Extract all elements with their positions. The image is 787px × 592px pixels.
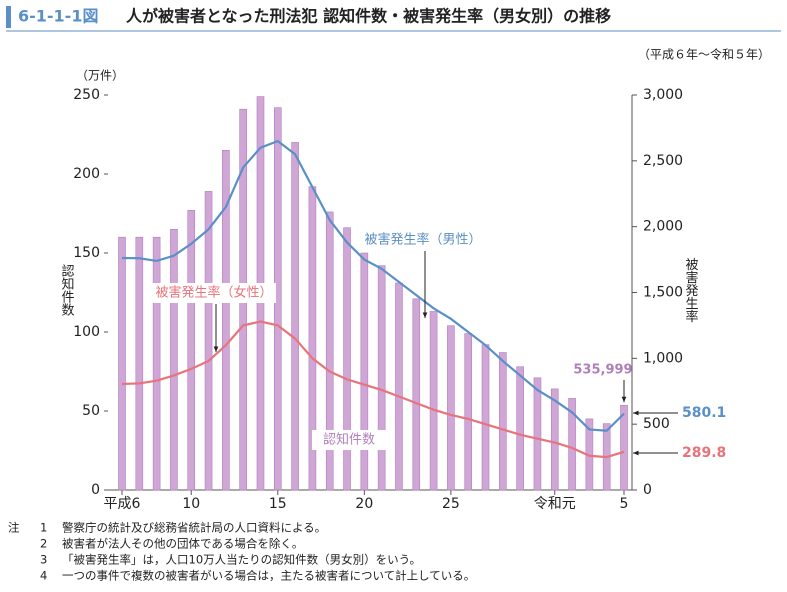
note-text: 「被害発生率」は，人口10万人当たりの認知件数（男女別）をいう。: [62, 553, 421, 567]
bar: [187, 210, 196, 491]
bar: [429, 311, 438, 491]
bar: [291, 142, 299, 491]
y-tick-label: 100: [73, 324, 100, 340]
bar: [377, 265, 386, 491]
y2-tick-label: 1,500: [643, 285, 683, 301]
figure-number: 6-1-1-1図: [18, 7, 98, 26]
bar: [118, 236, 126, 491]
series-label: 認知件数: [323, 432, 375, 448]
x-tick-label: 20: [355, 496, 373, 512]
y-tick-label: 250: [73, 87, 100, 103]
y-tick-label: 0: [91, 482, 100, 498]
label-bg: [312, 430, 386, 450]
bar: [447, 325, 455, 491]
arrow-head: [633, 450, 639, 456]
bar: [170, 229, 178, 491]
bar: [568, 398, 576, 491]
x-tick-label: 15: [269, 496, 287, 512]
note-number: 4: [40, 569, 47, 583]
y2-tick-label: 2,500: [643, 153, 683, 169]
x-tick-label: 25: [442, 496, 460, 512]
bar: [533, 377, 542, 491]
series-label: 被害発生率（女性）: [155, 285, 272, 301]
x-tick-label: 令和元: [534, 496, 576, 512]
data-label: 289.8: [682, 445, 726, 461]
label-bg: [152, 283, 276, 303]
y2-tick-label: 0: [643, 482, 652, 498]
series-label: 被害発生率（男性）: [364, 232, 481, 248]
note-text: 警察庁の統計及び総務省統計局の人口資料による。: [62, 521, 326, 535]
bar: [204, 191, 213, 491]
bar: [395, 282, 403, 491]
y-unit: （万件）: [76, 69, 124, 83]
y-tick-label: 200: [73, 166, 100, 182]
y-tick-label: 150: [73, 245, 100, 261]
data-label: 580.1: [682, 405, 726, 421]
note-text: 一つの事件で複数の被害者がいる場合は，主たる被害者について計上している。: [62, 569, 475, 583]
bar: [222, 150, 230, 491]
arrow-head: [213, 346, 219, 352]
bar: [412, 298, 421, 491]
label-bg: [361, 230, 485, 250]
note-number: 3: [40, 553, 47, 567]
arrow-head: [633, 410, 639, 416]
arrow-head: [422, 312, 428, 318]
y2-tick-label: 500: [643, 416, 670, 432]
bar: [464, 333, 473, 491]
y-axis-label: 認知件数: [59, 263, 75, 316]
x-tick-label: 平成6: [104, 496, 141, 512]
bar: [360, 252, 369, 491]
data-label: 535,999: [573, 363, 632, 378]
line: [121, 320, 625, 459]
figure-title: 人が被害者となった刑法犯 認知件数・被害発生率（男女別）の推移: [126, 7, 611, 26]
y2-tick-label: 1,000: [643, 350, 683, 366]
note-number: 1: [40, 521, 47, 535]
bar: [516, 366, 524, 491]
line: [121, 139, 625, 432]
subtitle: （平成６年～令和５年）: [638, 47, 770, 62]
bar: [499, 352, 507, 491]
bar: [343, 227, 351, 491]
note-text: 被害者が法人その他の団体である場合を除く。: [62, 537, 303, 551]
header-bar: [6, 6, 11, 28]
y2-tick-label: 3,000: [643, 87, 683, 103]
x-tick-label: 5: [620, 496, 629, 512]
notes-label: 注: [8, 521, 20, 535]
bar: [620, 405, 628, 491]
x-tick-label: 10: [182, 496, 200, 512]
bar: [325, 211, 334, 491]
bar: [152, 236, 161, 491]
bar: [550, 388, 559, 491]
y2-axis-label: 被害発生率: [683, 258, 699, 323]
arrow-head: [621, 396, 627, 403]
note-number: 2: [40, 537, 47, 551]
y-tick-label: 50: [82, 403, 100, 419]
y2-tick-label: 2,000: [643, 219, 683, 235]
bar: [481, 344, 490, 491]
bar: [135, 236, 144, 491]
